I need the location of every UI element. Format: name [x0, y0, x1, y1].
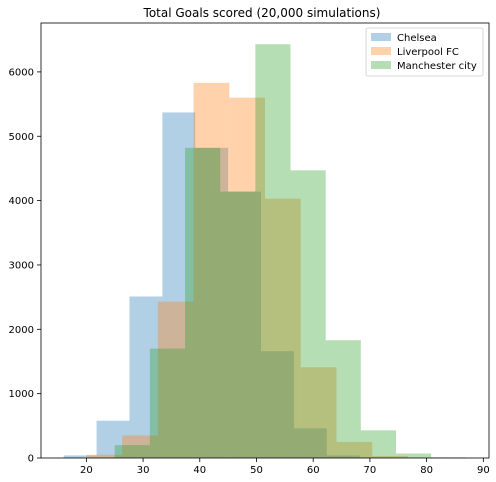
legend-label: Chelsea	[397, 33, 437, 44]
legend-swatch	[371, 33, 391, 41]
chart-title: Total Goals scored (20,000 simulations)	[143, 6, 381, 20]
bar-manchester-city-8	[396, 453, 431, 458]
bar-manchester-city-0	[115, 445, 150, 458]
y-tick-label: 6000	[9, 67, 34, 78]
y-tick-label: 0	[28, 454, 34, 465]
y-tick-label: 1000	[9, 389, 34, 400]
x-tick-label: 40	[193, 465, 206, 476]
bar-manchester-city-5	[291, 170, 326, 458]
bar-manchester-city-2	[185, 148, 220, 458]
y-tick-label: 4000	[9, 196, 34, 207]
bar-manchester-city-1	[150, 349, 185, 458]
x-tick-label: 90	[477, 465, 490, 476]
x-tick-label: 50	[250, 465, 263, 476]
legend: Chelsea Liverpool FC Manchester city	[366, 28, 483, 76]
legend-label: Manchester city	[397, 61, 477, 72]
bars-layer	[64, 44, 467, 458]
x-axis: 20 30 40 50 60 70 80 90	[80, 458, 490, 476]
bar-manchester-city-7	[361, 430, 396, 458]
legend-swatch	[371, 61, 391, 69]
x-tick-label: 30	[137, 465, 150, 476]
y-tick-label: 2000	[9, 325, 34, 336]
bar-manchester-city-6	[326, 340, 361, 458]
legend-swatch	[371, 47, 391, 55]
bar-manchester-city-3	[220, 192, 255, 458]
bar-manchester-city-4	[255, 44, 290, 458]
x-tick-label: 20	[80, 465, 93, 476]
y-axis: 0 1000 2000 3000 4000 5000 6000	[9, 67, 41, 464]
x-tick-label: 60	[307, 465, 320, 476]
x-tick-label: 80	[420, 465, 433, 476]
legend-label: Liverpool FC	[397, 47, 459, 58]
x-tick-label: 70	[364, 465, 377, 476]
y-tick-label: 3000	[9, 260, 34, 271]
y-tick-label: 5000	[9, 132, 34, 143]
